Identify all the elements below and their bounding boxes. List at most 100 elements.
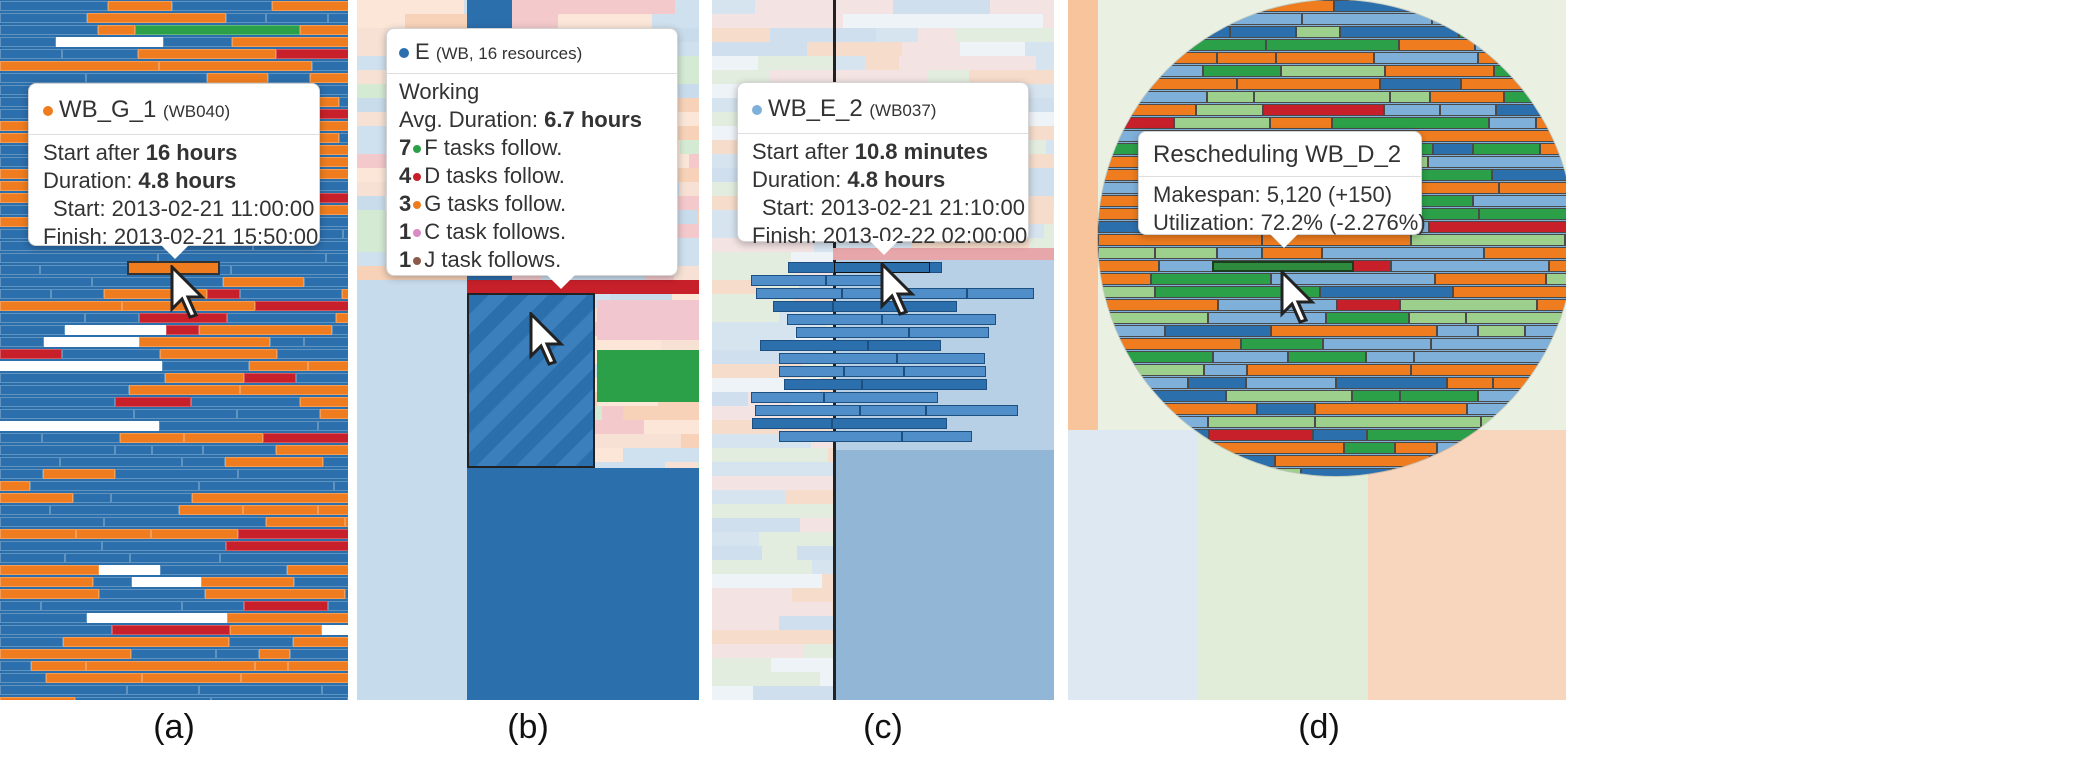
gantt-bar — [266, 13, 328, 23]
caption-d: (d) — [1298, 708, 1340, 746]
gantt-bar — [231, 265, 348, 275]
lens-bar — [1263, 104, 1384, 116]
lens-bar — [1565, 234, 1566, 246]
gantt-bar — [85, 313, 139, 323]
gantt-bar — [0, 613, 87, 623]
gantt-bar — [249, 361, 308, 371]
faded-bar — [357, 126, 385, 140]
gantt-bar — [166, 325, 199, 335]
avg-duration-label: Avg. Duration: — [399, 107, 545, 132]
lens-bar — [1537, 299, 1566, 311]
gantt-bar — [240, 289, 342, 299]
lens-bar — [1478, 52, 1566, 64]
task-color-dot — [43, 105, 53, 116]
lens-bar — [1237, 78, 1380, 90]
faded-bar — [357, 70, 384, 84]
gantt-bar — [0, 277, 92, 287]
lens-bar — [1098, 442, 1209, 454]
lens-bar — [1098, 416, 1161, 428]
lens-bar — [1432, 13, 1477, 25]
lens-bar — [1209, 442, 1344, 454]
gantt-bar — [86, 73, 207, 83]
lens-bar — [1098, 0, 1258, 12]
gantt-bar — [0, 661, 31, 671]
faded-bar — [902, 42, 960, 56]
faded-bar — [712, 392, 748, 406]
lens-bar — [1183, 13, 1302, 25]
gantt-bar — [0, 397, 115, 407]
faded-bar — [1033, 98, 1054, 112]
gantt-bar — [152, 445, 203, 455]
gantt-bar — [0, 493, 73, 503]
lens-bar — [1098, 52, 1154, 64]
lens-bar — [1430, 455, 1566, 467]
lens-bar — [1098, 299, 1218, 311]
faded-bar — [712, 0, 755, 14]
lens-bar — [1431, 338, 1566, 350]
task-bar — [904, 366, 986, 377]
makespan-value: Makespan: 5,120 (+150) — [1153, 182, 1393, 207]
gantt-bar — [199, 325, 332, 335]
gantt-bar — [0, 349, 62, 359]
lens-bar — [1409, 312, 1466, 324]
task-name: WB_G_1 — [59, 96, 157, 123]
gantt-bar — [134, 409, 237, 419]
lens-bar — [1258, 0, 1334, 12]
caption-c: (c) — [863, 708, 903, 746]
gantt-bar — [86, 661, 255, 671]
faded-bar — [504, 0, 584, 14]
gantt-bar — [318, 505, 348, 515]
green-group-bar — [597, 350, 699, 402]
faded-bar — [712, 14, 843, 28]
task-bar — [779, 431, 902, 442]
lens-bar — [1226, 390, 1352, 402]
gantt-bar — [323, 457, 348, 467]
faded-bar — [623, 448, 699, 462]
lens-bar — [1390, 91, 1430, 103]
lens-bar — [1477, 13, 1522, 25]
gantt-bar — [326, 253, 348, 263]
gantt-bar — [328, 13, 348, 23]
gantt-bar — [229, 637, 293, 647]
lens-bar — [1098, 65, 1203, 77]
gantt-bar — [0, 313, 85, 323]
faded-bar — [770, 28, 876, 42]
lens-bar — [1473, 195, 1566, 207]
lens-bar — [1453, 286, 1566, 298]
gantt-bar — [318, 421, 348, 431]
gantt-bar — [268, 73, 310, 83]
gantt-bar — [270, 337, 304, 347]
faded-bar — [712, 126, 742, 140]
gantt-bar — [227, 313, 336, 323]
lens-bar — [1254, 91, 1390, 103]
mouse-cursor-icon — [529, 312, 565, 366]
lens-bar — [1196, 104, 1263, 116]
lens-bar — [1165, 325, 1271, 337]
gantt-bar — [135, 25, 300, 35]
lens-bar — [1271, 325, 1437, 337]
lens-bar — [1301, 468, 1391, 476]
duration-value: 4.8 hours — [847, 167, 946, 192]
task-bar — [862, 379, 987, 390]
gantt-bar — [227, 613, 348, 623]
gantt-bar — [139, 337, 270, 347]
caption-a: (a) — [153, 708, 195, 746]
faded-bar — [899, 56, 1036, 70]
gantt-bar — [151, 529, 238, 539]
lens-bar — [1204, 364, 1247, 376]
gantt-bar — [115, 445, 152, 455]
lens-bar — [1155, 286, 1320, 298]
gantt-bar — [0, 433, 42, 443]
gantt-bar — [0, 325, 65, 335]
faded-bar — [712, 462, 848, 476]
task-bar — [909, 327, 989, 338]
gantt-bar — [300, 397, 348, 407]
gantt-bar — [63, 637, 229, 647]
gantt-bar — [0, 673, 46, 683]
gantt-bar — [41, 601, 182, 611]
lens-bar — [1541, 104, 1566, 116]
gantt-bar — [184, 433, 263, 443]
faded-bar — [933, 14, 1043, 28]
gantt-bar — [191, 397, 300, 407]
gantt-bar — [182, 457, 225, 467]
